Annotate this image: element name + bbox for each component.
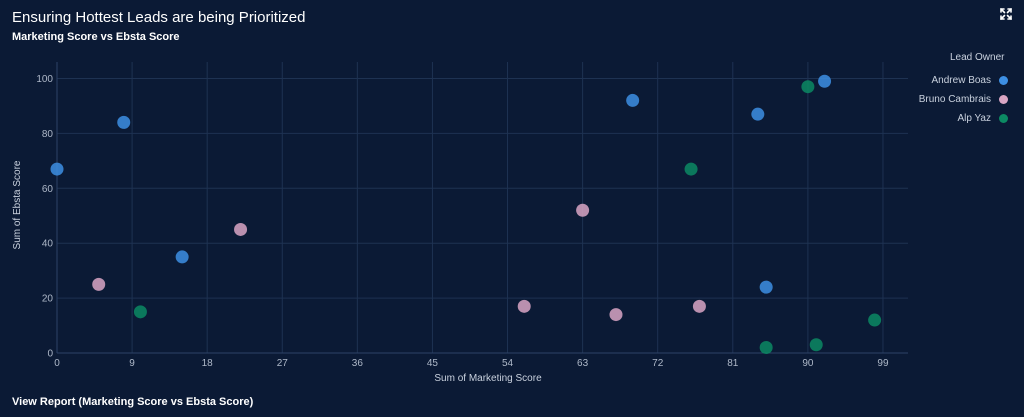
data-points bbox=[50, 74, 882, 355]
expand-icon bbox=[1000, 8, 1012, 20]
legend-label: Alp Yaz bbox=[957, 113, 991, 124]
y-tick-label: 40 bbox=[42, 239, 54, 250]
data-point[interactable] bbox=[626, 93, 640, 107]
x-tick-label: 72 bbox=[652, 358, 664, 369]
y-tick-label: 20 bbox=[42, 294, 54, 305]
x-tick-label: 36 bbox=[352, 358, 364, 369]
y-axis-ticks: 0 20 40 60 80 100 bbox=[36, 74, 53, 360]
view-report-link[interactable]: View Report (Marketing Score vs Ebsta Sc… bbox=[12, 396, 254, 408]
data-point[interactable] bbox=[801, 80, 815, 94]
x-tick-label: 63 bbox=[577, 358, 589, 369]
legend: Lead Owner Andrew Boas Bruno Cambrais Al… bbox=[900, 52, 1020, 128]
data-point[interactable] bbox=[609, 308, 623, 322]
y-tick-label: 0 bbox=[47, 349, 53, 360]
legend-item-alp-yaz[interactable]: Alp Yaz bbox=[900, 109, 1020, 128]
chart-axes bbox=[56, 62, 908, 354]
data-point[interactable] bbox=[759, 280, 773, 294]
data-point[interactable] bbox=[759, 341, 773, 355]
x-tick-label: 90 bbox=[802, 358, 814, 369]
x-tick-label: 18 bbox=[202, 358, 214, 369]
data-point[interactable] bbox=[50, 162, 64, 176]
x-tick-label: 27 bbox=[277, 358, 289, 369]
legend-swatch bbox=[999, 95, 1008, 104]
legend-item-andrew-boas[interactable]: Andrew Boas bbox=[900, 71, 1020, 90]
data-point[interactable] bbox=[684, 162, 698, 176]
chart-title: Ensuring Hottest Leads are being Priorit… bbox=[12, 9, 306, 26]
data-point[interactable] bbox=[92, 277, 106, 291]
data-point[interactable] bbox=[868, 313, 882, 327]
x-tick-label: 9 bbox=[129, 358, 135, 369]
x-axis-label: Sum of Marketing Score bbox=[434, 373, 542, 384]
legend-label: Bruno Cambrais bbox=[918, 94, 991, 105]
x-tick-label: 45 bbox=[427, 358, 439, 369]
data-point[interactable] bbox=[818, 74, 832, 88]
legend-item-bruno-cambrais[interactable]: Bruno Cambrais bbox=[900, 90, 1020, 109]
data-point[interactable] bbox=[809, 338, 823, 352]
y-axis-label: Sum of Ebsta Score bbox=[12, 160, 23, 249]
data-point[interactable] bbox=[692, 299, 706, 313]
data-point[interactable] bbox=[517, 299, 531, 313]
expand-button[interactable] bbox=[998, 6, 1014, 22]
y-tick-label: 100 bbox=[36, 74, 53, 85]
data-point[interactable] bbox=[133, 305, 147, 319]
x-tick-label: 99 bbox=[877, 358, 889, 369]
chart-subtitle: Marketing Score vs Ebsta Score bbox=[12, 31, 180, 43]
x-tick-label: 0 bbox=[54, 358, 60, 369]
legend-swatch bbox=[999, 114, 1008, 123]
x-tick-label: 81 bbox=[727, 358, 739, 369]
data-point[interactable] bbox=[175, 250, 189, 264]
y-tick-label: 60 bbox=[42, 184, 54, 195]
x-axis-ticks: 0 9 18 27 36 45 54 63 72 81 90 99 bbox=[54, 358, 889, 369]
data-point[interactable] bbox=[751, 107, 765, 121]
legend-label: Andrew Boas bbox=[931, 75, 991, 86]
chart-grid bbox=[56, 62, 908, 354]
legend-swatch bbox=[999, 76, 1008, 85]
data-point[interactable] bbox=[234, 222, 248, 236]
data-point[interactable] bbox=[576, 203, 590, 217]
data-point[interactable] bbox=[117, 115, 131, 129]
legend-title: Lead Owner bbox=[950, 52, 1005, 63]
y-tick-label: 80 bbox=[42, 129, 54, 140]
x-tick-label: 54 bbox=[502, 358, 514, 369]
